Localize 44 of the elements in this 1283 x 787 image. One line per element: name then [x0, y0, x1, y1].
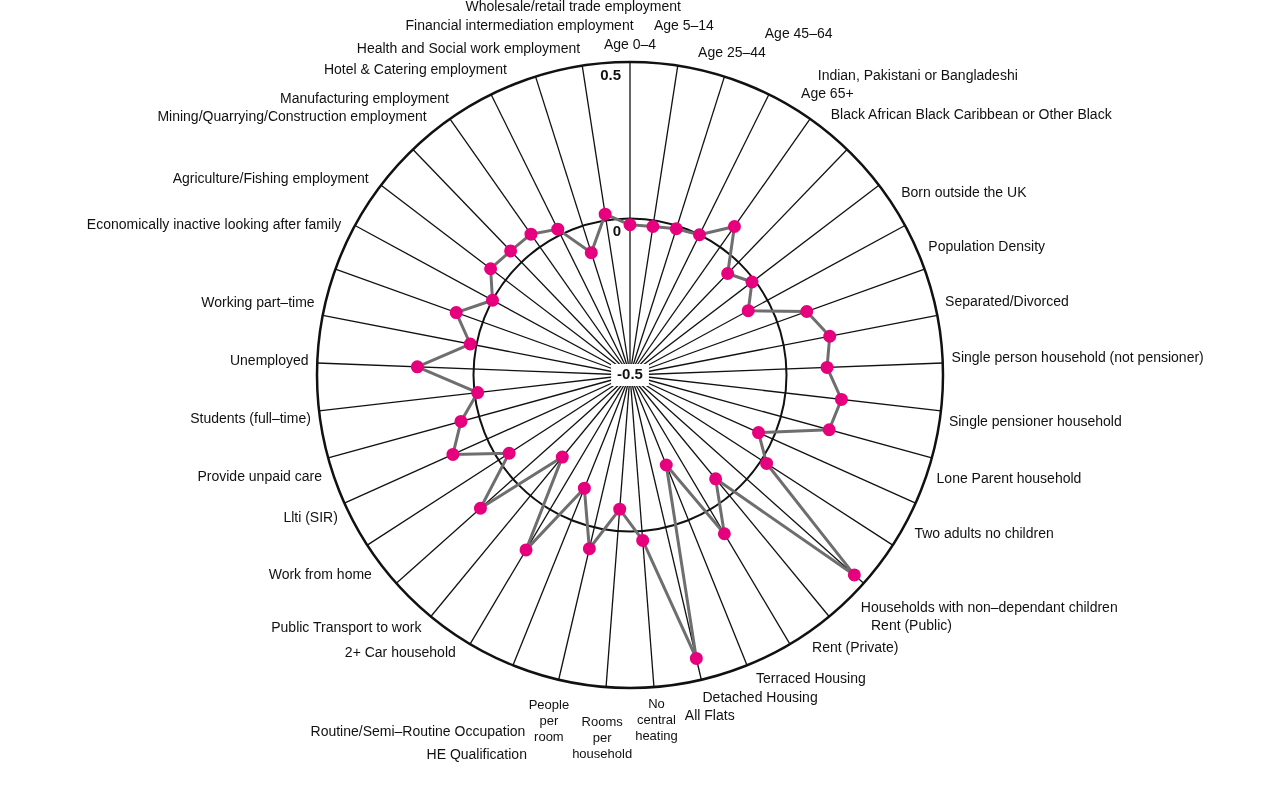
spoke-label: Detached Housing: [702, 688, 818, 705]
spoke-label: Hotel & Catering employment: [323, 60, 507, 77]
spoke-label: Wholesale/retail trade employment: [465, 0, 682, 15]
spoke-label: Terraced Housing: [756, 670, 866, 687]
y-tick-label: 0.5: [600, 65, 621, 83]
spoke-label: Single pensioner household: [948, 412, 1122, 429]
spoke-label: Public Transport to work: [271, 618, 423, 635]
spoke-label: Students (full–time): [190, 409, 311, 426]
spoke-label: HE Qualification: [426, 746, 527, 763]
spoke-label: Separated/Divorced: [945, 292, 1069, 309]
spoke-label: Population Density: [928, 237, 1046, 254]
spoke-label: Economically inactive looking after family: [86, 216, 342, 233]
y-tick-label: -0.5: [617, 365, 643, 383]
spoke-label: People per room: [528, 697, 570, 745]
spoke-label: Working part–time: [201, 293, 315, 310]
spoke-label: Provide unpaid care: [197, 467, 323, 484]
spoke-label: Two adults no children: [914, 524, 1054, 541]
spoke-label: Mining/Quarrying/Construction employment: [157, 108, 427, 125]
spoke-label: Indian, Pakistani or Bangladeshi: [817, 66, 1018, 83]
spoke-label: Rent (Private): [812, 638, 899, 655]
spoke-label: No central heating: [635, 695, 678, 743]
y-tick-label: 0: [612, 222, 621, 240]
spoke-label: 2+ Car household: [344, 644, 456, 661]
spoke-label: Lone Parent household: [936, 470, 1082, 486]
spoke-label: Age 65+: [801, 85, 854, 102]
spoke-label: Manufacturing employment: [279, 89, 449, 106]
spoke-label: Age 0–4: [603, 35, 657, 52]
spoke-label: Work from home: [268, 566, 373, 583]
spoke-label: Households with non–dependant children: [860, 598, 1118, 615]
spoke-label: Financial intermediation employment: [405, 16, 634, 33]
spoke-label: Age 45–64: [764, 25, 833, 42]
spoke-label: Unemployed: [229, 352, 309, 369]
spoke-label: Age 25–44: [698, 43, 767, 60]
spoke-label: Black African Black Caribbean or Other Black: [830, 105, 1113, 122]
spoke-label: Rooms per household: [572, 713, 633, 761]
spoke-label: Single person household (not pensioner): [951, 348, 1204, 365]
spoke-label: Agriculture/Fishing employment: [172, 170, 369, 187]
spoke-label: Llti (SIR): [283, 509, 338, 526]
spoke-label: Age 5–14: [653, 17, 715, 33]
spoke-label: All Flats: [684, 706, 735, 723]
spoke-label: Rent (Public): [870, 616, 952, 633]
spoke-label: Health and Social work employment: [356, 39, 581, 56]
spoke-label: Routine/Semi–Routine Occupation: [310, 722, 526, 739]
spoke-label: Born outside the UK: [901, 184, 1028, 201]
